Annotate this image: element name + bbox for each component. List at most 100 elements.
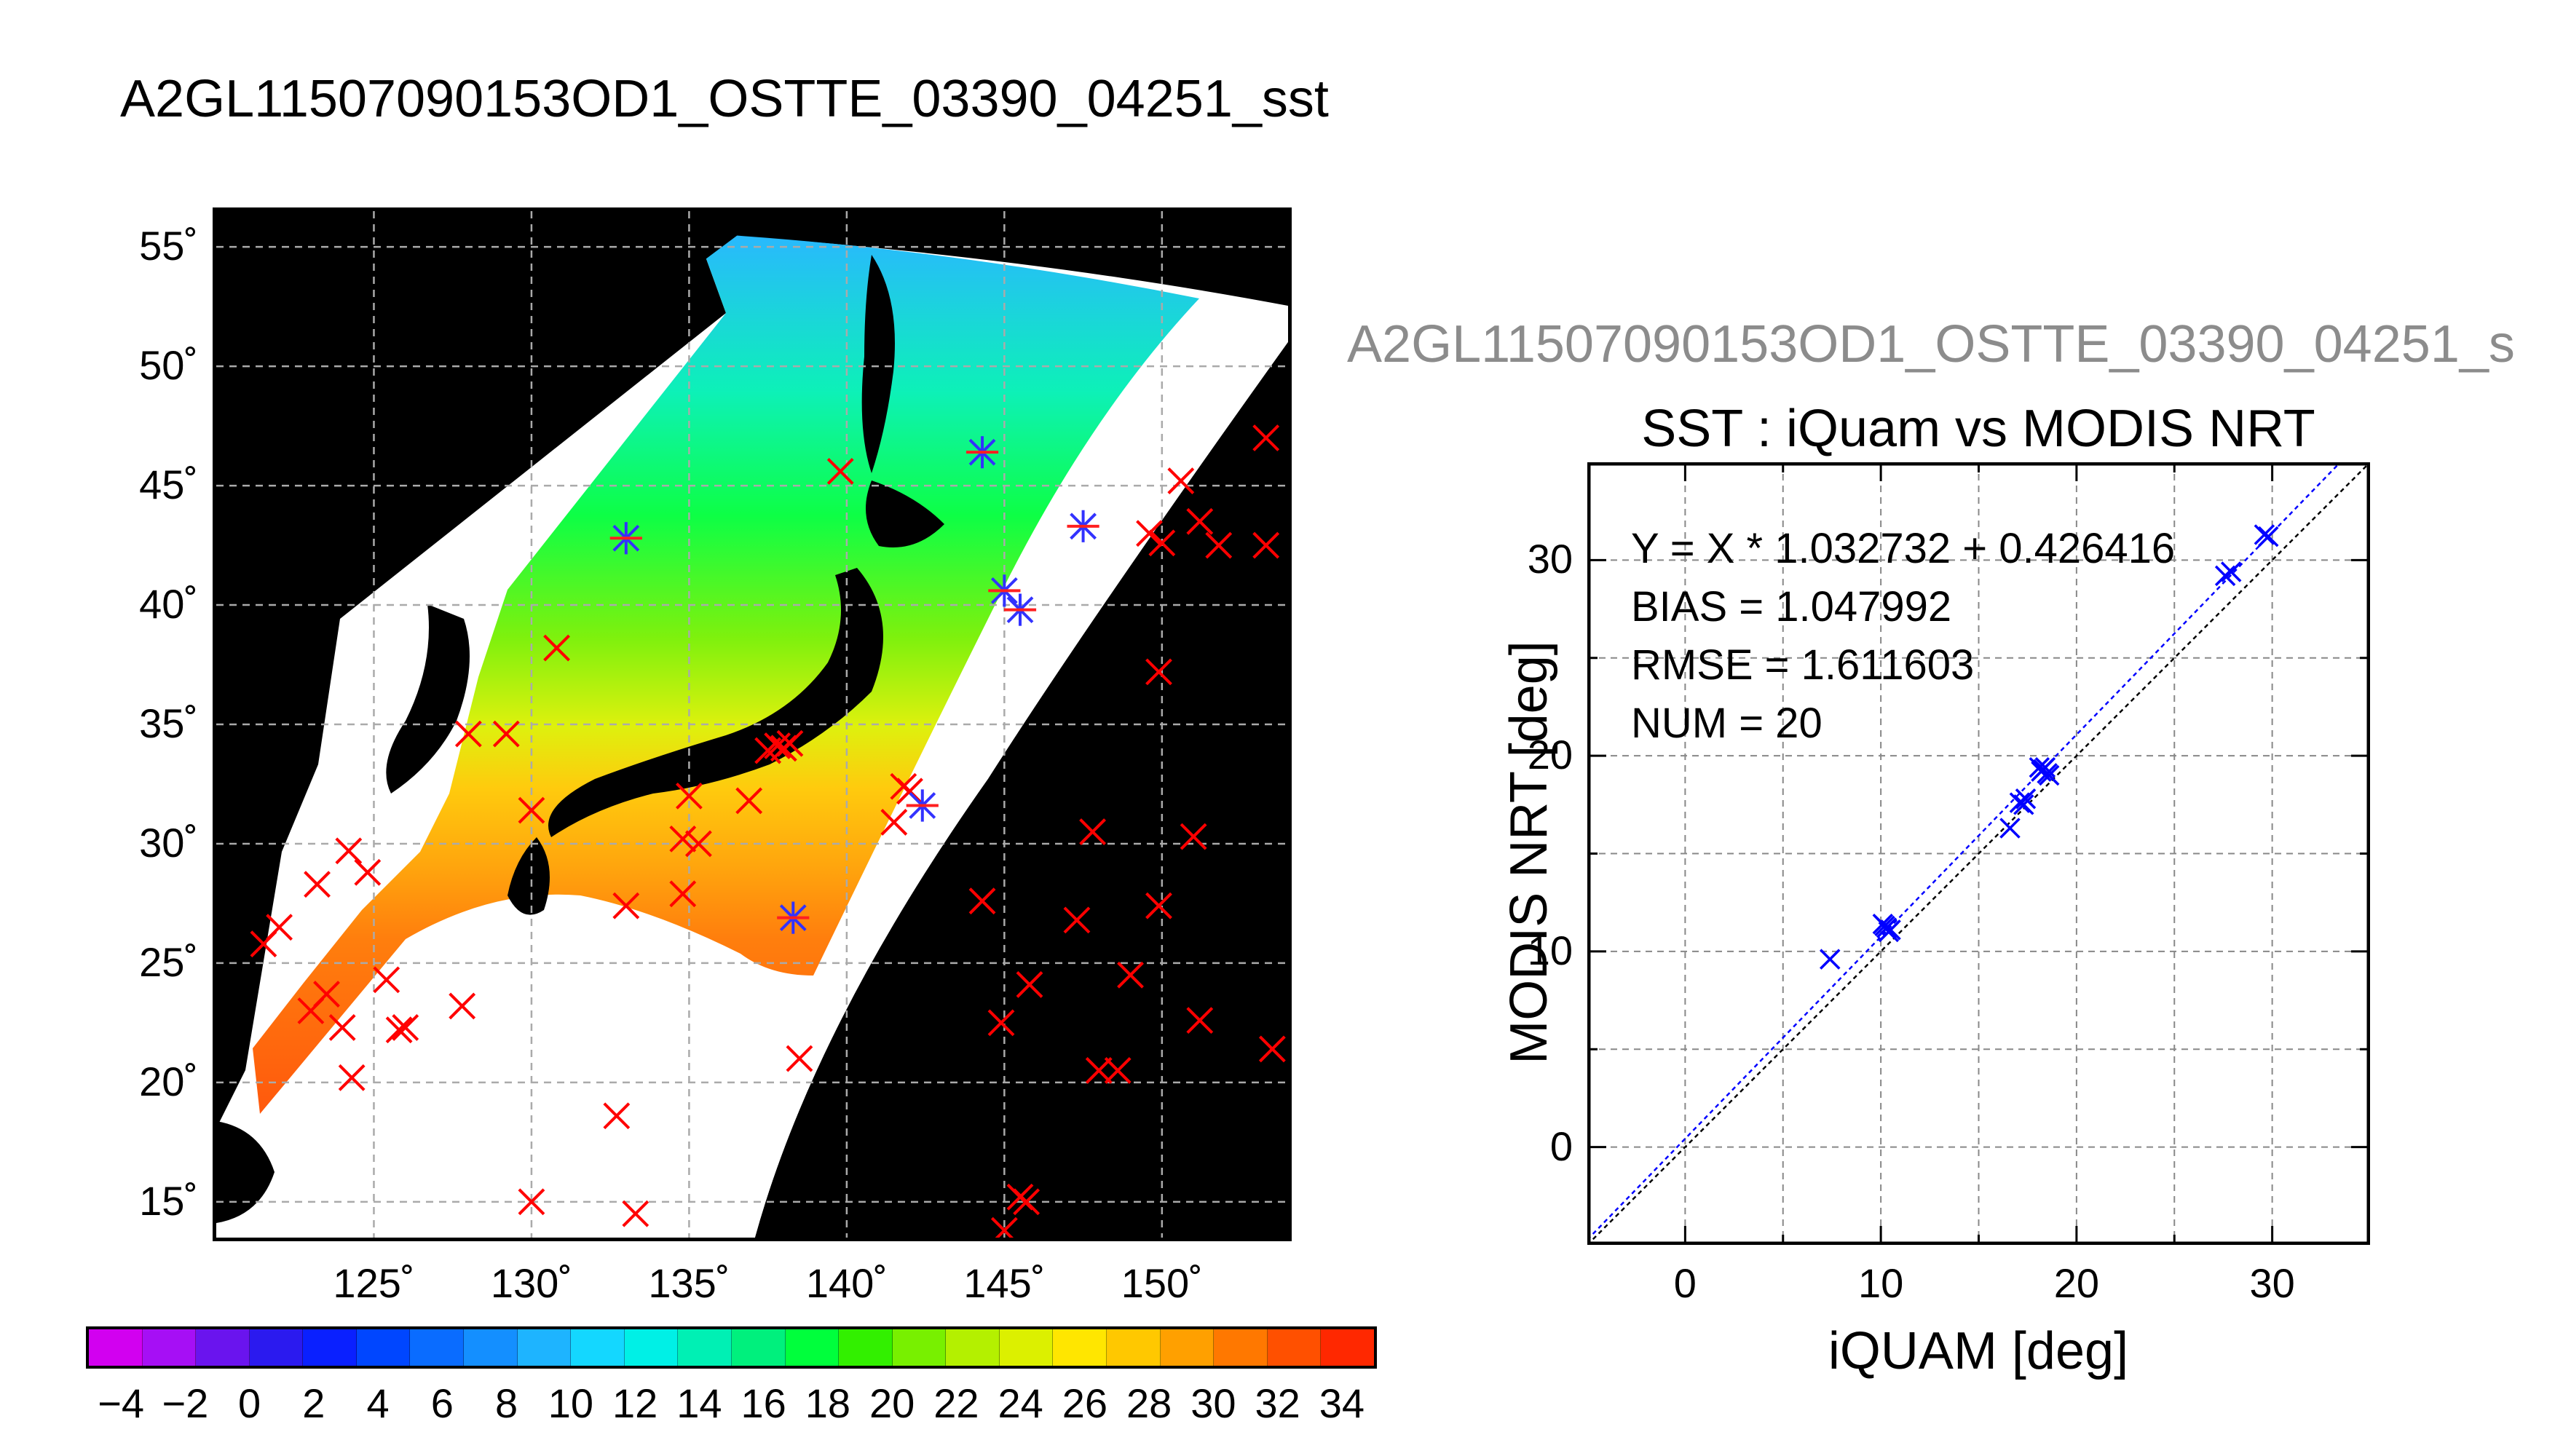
unmatched-buoy-marker-stroke	[266, 914, 293, 941]
colorbar-tick-label: 0	[238, 1380, 261, 1426]
unmatched-buoy-marker	[776, 729, 804, 757]
stat-num: NUM = 20	[1631, 700, 1823, 747]
colorbar-tick-label: 4	[366, 1380, 390, 1426]
colorbar-tick-label: −2	[162, 1380, 209, 1426]
y-tick-label: 0	[1549, 1123, 1573, 1169]
lat-tick-label: 15˚	[139, 1177, 198, 1224]
out-of-swath-region	[755, 342, 1288, 1238]
land-japan-honshu	[548, 568, 883, 837]
unmatched-buoy-marker-stroke	[669, 825, 697, 852]
y-tick-label: 10	[1527, 927, 1573, 973]
colorbar-tick-label: 26	[1062, 1380, 1108, 1426]
unmatched-buoy-marker	[543, 634, 570, 662]
colorbar-swatch	[1160, 1329, 1215, 1366]
unmatched-buoy-marker-stroke	[612, 892, 640, 919]
scatter-point	[1999, 818, 2021, 839]
matched-buoy-marker	[988, 574, 1021, 607]
scatter-point-stroke	[2029, 757, 2050, 778]
unmatched-buoy-marker	[1136, 520, 1163, 547]
unmatched-buoy-marker-stroke	[880, 809, 908, 836]
unmatched-buoy-marker-stroke	[338, 1064, 366, 1091]
scatter-point	[1874, 915, 1895, 937]
unmatched-buoy-marker-stroke	[492, 720, 520, 748]
scatter-point	[1878, 921, 1900, 943]
unmatched-buoy-marker-stroke	[1167, 467, 1195, 494]
scatter-tick-marks	[1587, 462, 2370, 1245]
unmatched-buoy-marker-stroke	[1252, 531, 1280, 559]
lon-tick-label: 130˚	[490, 1260, 572, 1306]
unmatched-buoy-marker	[1079, 818, 1106, 845]
scatter-point-stroke	[2013, 794, 2034, 815]
unmatched-buoy-marker	[1145, 658, 1172, 686]
sst-map-canvas	[216, 211, 1288, 1238]
unmatched-buoy-marker-stroke	[543, 634, 570, 662]
colorbar-swatch	[624, 1329, 679, 1366]
unmatched-buoy-marker	[684, 830, 712, 858]
unmatched-buoy-marker-stroke	[1180, 823, 1207, 850]
colorbar-swatch	[892, 1329, 947, 1366]
unmatched-buoy-marker-stroke	[392, 1014, 419, 1041]
unmatched-buoy-marker-stroke	[518, 1188, 545, 1216]
matched-buoy-marker	[777, 901, 810, 934]
colorbar-tick-label: 6	[430, 1380, 454, 1426]
unmatched-buoy-marker	[987, 1009, 1015, 1037]
colorbar-swatch	[678, 1329, 732, 1366]
colorbar-tick-label: 28	[1126, 1380, 1172, 1426]
unmatched-buoy-marker-stroke	[373, 966, 400, 994]
stat-bias: BIAS = 1.047992	[1631, 583, 1952, 630]
scatter-point	[1820, 949, 1841, 970]
scatter-point-stroke	[2214, 565, 2236, 587]
colorbar-swatch	[410, 1329, 465, 1366]
sst-colorbar	[86, 1326, 1377, 1369]
unmatched-buoy-marker	[454, 720, 482, 748]
colorbar-tick-label: 30	[1190, 1380, 1236, 1426]
lat-tick-label: 30˚	[139, 819, 198, 866]
unmatched-buoy-marker-stroke	[826, 458, 854, 485]
unmatched-buoy-marker-stroke	[335, 837, 363, 865]
colorbar-swatch	[142, 1329, 197, 1366]
unmatched-buoy-marker	[338, 1064, 366, 1091]
unmatched-buoy-marker	[669, 880, 697, 908]
identity-line	[1587, 462, 2370, 1245]
scatter-point-stroke	[2220, 561, 2242, 582]
unmatched-buoy-marker-stroke	[968, 887, 996, 915]
unmatched-buoy-marker-stroke	[1258, 1035, 1286, 1063]
scatter-point-stroke	[2015, 788, 2037, 810]
colorbar-tick-label: 22	[933, 1380, 979, 1426]
stat-fit-equation: Y = X * 1.032732 + 0.426416	[1631, 525, 2176, 572]
lat-tick-label: 35˚	[139, 700, 198, 746]
colorbar-swatch	[731, 1329, 786, 1366]
unmatched-buoy-marker	[449, 992, 476, 1020]
scatter-point-stroke	[2258, 526, 2279, 547]
lat-tick-label: 55˚	[139, 223, 198, 269]
y-tick-label: 20	[1527, 732, 1573, 778]
scatter-point	[2013, 794, 2034, 815]
lon-tick-label: 145˚	[963, 1260, 1046, 1306]
colorbar-swatch	[464, 1329, 518, 1366]
unmatched-buoy-marker-stroke	[1136, 520, 1163, 547]
unmatched-buoy-marker-stroke	[603, 1102, 631, 1130]
unmatched-buoy-marker	[1085, 1057, 1113, 1084]
unmatched-buoy-marker	[1252, 531, 1280, 559]
unmatched-buoy-marker	[1205, 531, 1233, 559]
land-japan-hokkaido	[866, 480, 944, 547]
scatter-point-stroke	[2254, 524, 2275, 545]
unmatched-buoy-marker-stroke	[1117, 961, 1144, 989]
lat-tick-label: 45˚	[139, 462, 198, 508]
colorbar-tick-label: 10	[548, 1380, 594, 1426]
unmatched-buoy-marker-stroke	[1145, 892, 1172, 919]
unmatched-buoy-marker-stroke	[518, 796, 545, 824]
land-taiwan	[216, 1121, 275, 1223]
unmatched-buoy-marker	[669, 825, 697, 852]
colorbar-tick-label: 34	[1319, 1380, 1365, 1426]
scatter-supertitle: A2GL11507090153OD1_OSTTE_03390_04251_s	[1347, 315, 2515, 373]
land-sakhalin	[861, 255, 895, 473]
unmatched-buoy-marker	[1148, 529, 1176, 557]
unmatched-buoy-marker	[328, 1014, 356, 1041]
scatter-reference-lines	[1587, 462, 2370, 1245]
unmatched-buoy-marker	[1104, 1057, 1132, 1084]
sst-map	[213, 207, 1292, 1241]
unmatched-buoy-marker	[1186, 1007, 1214, 1034]
unmatched-buoy-marker-stroke	[684, 830, 712, 858]
matched-buoy-marker	[965, 436, 999, 469]
